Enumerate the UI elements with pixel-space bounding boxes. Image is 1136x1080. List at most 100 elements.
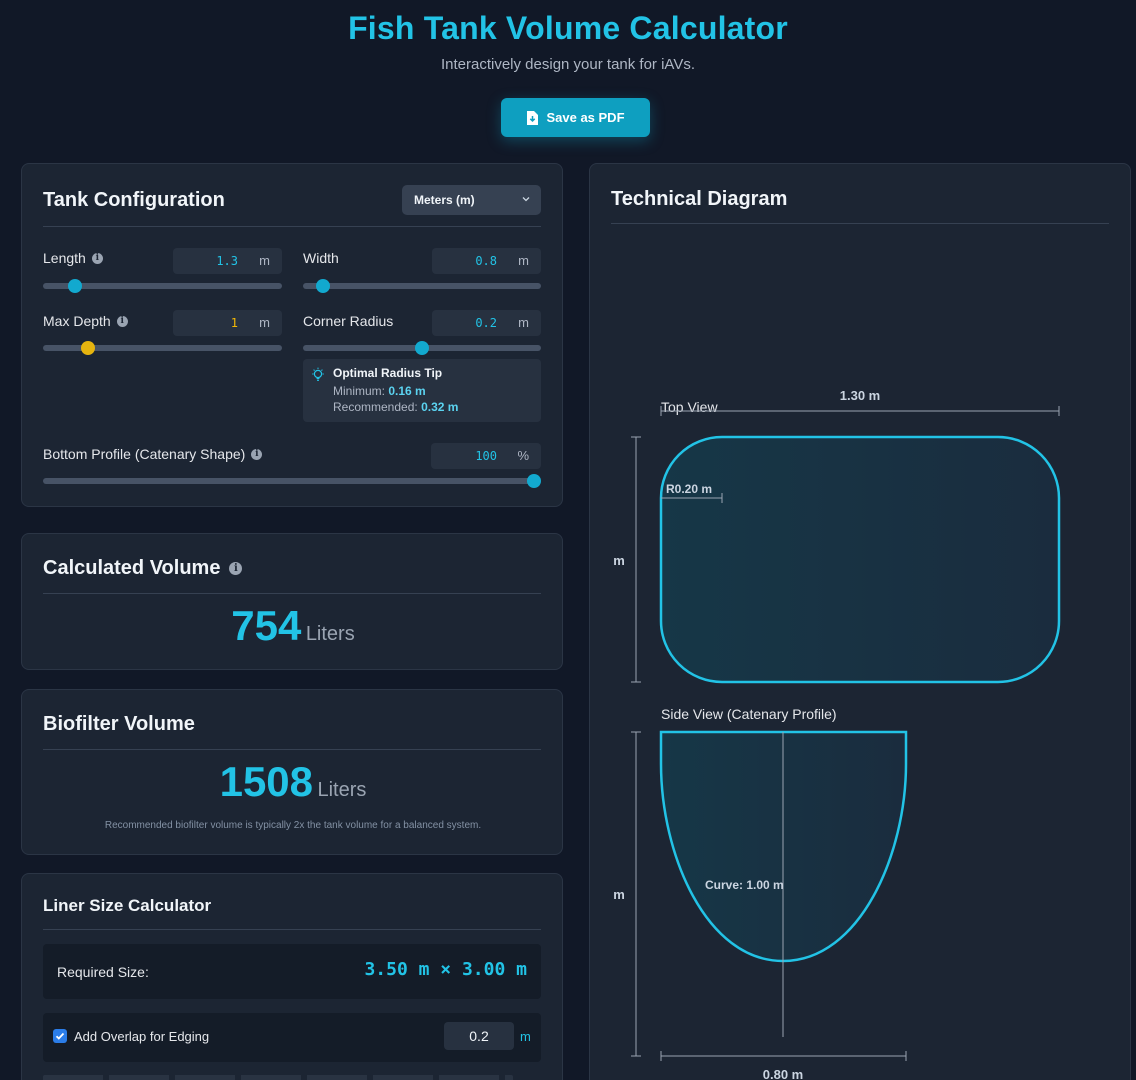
length-slider[interactable] <box>43 279 282 293</box>
side-height-dimension <box>631 731 641 1057</box>
width-label-text: Width <box>303 250 339 266</box>
technical-diagram-card: Technical Diagram Top View 1.30 m m <box>589 163 1131 1080</box>
radius-dimension <box>661 493 723 503</box>
tip-title: Optimal Radius Tip <box>333 366 443 380</box>
side-width-label: 0.80 m <box>763 1067 803 1080</box>
max-depth-unit: m <box>259 315 270 330</box>
corner-radius-input[interactable]: 0.2 m <box>432 310 541 336</box>
width-unit: m <box>518 253 529 268</box>
tip-minimum: Minimum: 0.16 m <box>333 384 426 398</box>
length-label-text: Length <box>43 250 86 266</box>
diagram-svg: Top View 1.30 m m R0.20 m Side View (Cat… <box>613 388 1061 1080</box>
optimal-radius-tip: Optimal Radius Tip Minimum: 0.16 m Recom… <box>303 359 541 422</box>
divider <box>611 223 1109 224</box>
chevron-down-icon <box>522 197 530 202</box>
tank-top-view-shape <box>659 435 1061 684</box>
file-download-icon <box>527 110 539 125</box>
info-icon[interactable]: i <box>91 252 103 264</box>
liner-size-card: Liner Size Calculator Required Size: 3.5… <box>21 873 563 1080</box>
unit-select[interactable]: Meters (m) <box>402 185 541 215</box>
bottom-profile-label: Bottom Profile (Catenary Shape) i <box>43 446 263 462</box>
length-input[interactable]: 1.3 m <box>173 248 282 274</box>
tip-recommended-label: Recommended: <box>333 400 418 414</box>
overlap-label[interactable]: Add Overlap for Edging <box>74 1029 210 1044</box>
max-depth-value: 1 <box>230 316 238 330</box>
max-depth-label-text: Max Depth <box>43 313 111 329</box>
biofilter-unit: Liters <box>317 779 367 801</box>
top-length-label: 1.30 m <box>840 388 880 403</box>
width-label: Width <box>303 250 339 266</box>
checkmark-icon <box>55 1032 65 1040</box>
volume-title: Calculated Volume <box>43 557 221 579</box>
save-pdf-label: Save as PDF <box>546 110 625 125</box>
lightbulb-icon <box>312 367 324 381</box>
biofilter-display: 1508 Liters <box>22 758 564 806</box>
corner-radius-label-text: Corner Radius <box>303 313 394 329</box>
required-size-label: Required Size: <box>57 964 149 980</box>
overlap-row: Add Overlap for Edging 0.2 m <box>43 1013 541 1062</box>
length-slider-thumb[interactable] <box>67 279 82 293</box>
required-size-value: 3.50 m × 3.00 m <box>364 959 527 980</box>
bottom-profile-slider[interactable] <box>43 474 541 488</box>
bottom-profile-unit: % <box>517 448 529 463</box>
divider <box>43 593 541 594</box>
info-icon[interactable]: i <box>229 562 243 575</box>
corner-radius-label: Corner Radius <box>303 313 393 329</box>
overlap-input[interactable]: 0.2 <box>444 1022 514 1050</box>
info-icon[interactable]: i <box>251 448 263 460</box>
top-view-label: Top View <box>661 399 718 415</box>
biofilter-title: Biofilter Volume <box>43 713 195 735</box>
max-depth-input[interactable]: 1 m <box>173 310 282 336</box>
bottom-profile-label-text: Bottom Profile (Catenary Shape) <box>43 446 246 462</box>
corner-radius-value: 0.2 <box>475 316 497 330</box>
tip-recommended: Recommended: 0.32 m <box>333 400 458 414</box>
biofilter-note: Recommended biofilter volume is typicall… <box>104 820 482 831</box>
side-height-label: m <box>613 887 625 902</box>
unit-select-value: Meters (m) <box>414 193 475 207</box>
width-input[interactable]: 0.8 m <box>432 248 541 274</box>
corner-radius-slider[interactable] <box>303 341 541 355</box>
side-width-dimension <box>660 1051 907 1061</box>
side-view-label: Side View (Catenary Profile) <box>661 706 837 722</box>
radius-label: R0.20 m <box>666 482 712 496</box>
page-subtitle: Interactively design your tank for iAVs. <box>440 56 695 73</box>
page-title: Fish Tank Volume Calculator <box>348 10 788 46</box>
liner-title: Liner Size Calculator <box>43 896 212 915</box>
required-size-row: Required Size: 3.50 m × 3.00 m <box>43 944 541 999</box>
divider <box>43 226 541 227</box>
bottom-profile-slider-thumb[interactable] <box>527 474 541 488</box>
length-unit: m <box>259 253 270 268</box>
corner-radius-slider-thumb[interactable] <box>415 341 429 355</box>
width-value: 0.8 <box>475 254 497 268</box>
divider <box>43 749 541 750</box>
curve-label: Curve: 1.00 m <box>705 878 784 892</box>
save-pdf-button[interactable]: Save as PDF <box>501 98 650 137</box>
length-label: Length i <box>43 250 103 266</box>
card-title: Tank Configuration <box>43 189 225 211</box>
width-slider-thumb[interactable] <box>316 279 331 293</box>
tip-minimum-value: 0.16 m <box>388 384 426 398</box>
top-length-dimension <box>660 406 1060 416</box>
card-title: Calculated Volume i <box>43 557 243 580</box>
biofilter-volume-card: Biofilter Volume 1508 Liters Recommended… <box>21 689 563 855</box>
overlap-checkbox[interactable] <box>53 1029 67 1043</box>
length-value: 1.3 <box>216 254 238 268</box>
tank-configuration-card: Tank Configuration Meters (m) Length i 1… <box>21 163 563 507</box>
volume-display: 754 Liters <box>22 602 564 650</box>
bottom-profile-input[interactable]: 100 % <box>431 443 541 469</box>
biofilter-value: 1508 <box>219 758 314 805</box>
max-depth-label: Max Depth i <box>43 313 128 329</box>
max-depth-slider-thumb[interactable] <box>81 341 96 355</box>
tip-minimum-label: Minimum: <box>333 384 386 398</box>
info-icon[interactable]: i <box>116 315 128 327</box>
top-height-dimension <box>631 436 641 683</box>
corner-radius-unit: m <box>518 315 529 330</box>
max-depth-slider[interactable] <box>43 341 282 355</box>
divider <box>43 929 541 930</box>
top-height-label: m <box>613 553 625 568</box>
diagram-title: Technical Diagram <box>611 188 788 210</box>
calculated-volume-card: Calculated Volume i 754 Liters <box>21 533 563 670</box>
volume-unit: Liters <box>305 623 355 645</box>
overlap-unit: m <box>520 1029 531 1044</box>
width-slider[interactable] <box>303 279 541 293</box>
